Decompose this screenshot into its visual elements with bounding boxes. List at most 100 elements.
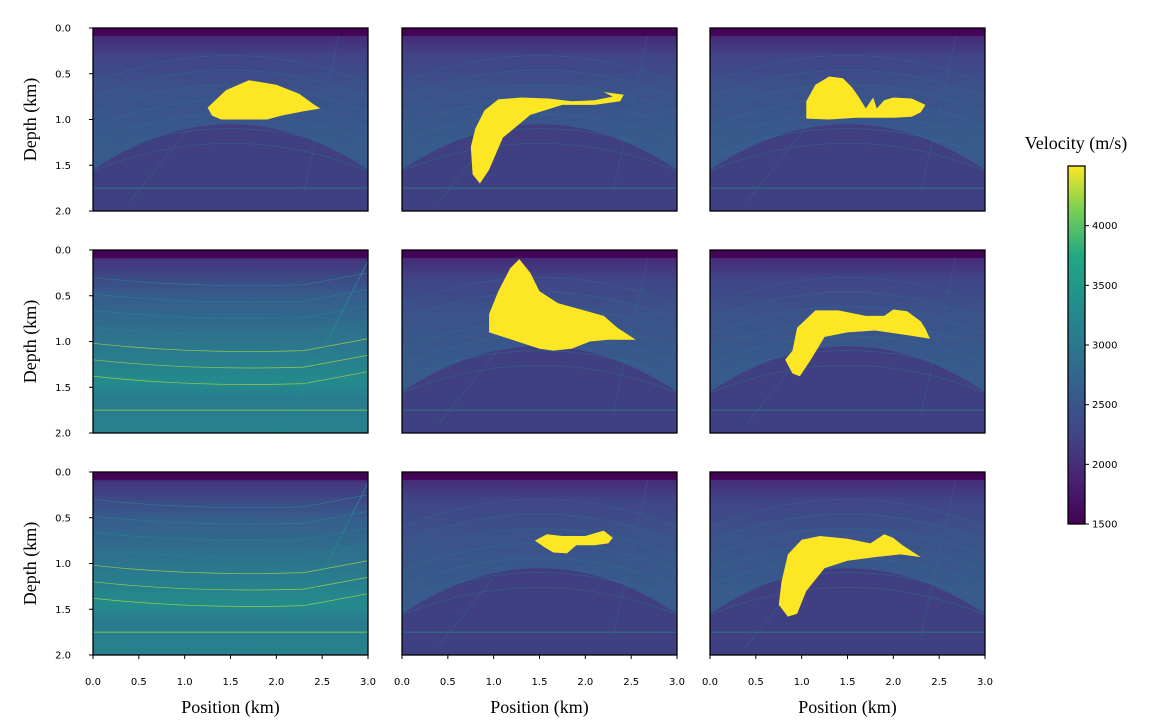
- layer-horizon: [710, 55, 985, 84]
- layer-horizon: [710, 69, 985, 98]
- y-tick-label: 1.0: [55, 337, 71, 348]
- colorbar-tick-label: 1500: [1092, 520, 1117, 531]
- fault-line: [303, 28, 341, 193]
- colorbar-gradient: [1067, 165, 1086, 525]
- salt-body: [778, 534, 921, 617]
- x-tick-label: 2.5: [931, 677, 947, 688]
- x-axis-label: Position (km): [798, 697, 897, 718]
- x-tick-label: 1.5: [223, 677, 239, 688]
- panel-r1-c1: [401, 249, 678, 434]
- layer-horizon: [402, 128, 677, 157]
- x-tick-label: 2.0: [577, 677, 593, 688]
- colorbar-title: Velocity (m/s): [1025, 133, 1127, 154]
- y-tick-label: 1.5: [55, 161, 71, 172]
- x-tick-label: 0.0: [85, 677, 101, 688]
- layer-horizon: [402, 113, 677, 142]
- water-layer: [710, 250, 985, 258]
- x-tick-label: 2.5: [314, 677, 330, 688]
- x-axis-label: Position (km): [490, 697, 589, 718]
- panel-r0-c2: [709, 27, 986, 212]
- sediment-dome: [710, 346, 985, 433]
- layer-horizon: [402, 557, 677, 586]
- salt-body: [470, 92, 624, 184]
- sediment-dome: [402, 124, 677, 211]
- layer-horizon: [93, 543, 368, 558]
- layer-horizon: [93, 128, 368, 157]
- x-tick-label: 0.0: [702, 677, 718, 688]
- layer-horizon: [402, 364, 677, 394]
- y-axis-label: Depth (km): [20, 78, 41, 161]
- y-tick-label: 0.5: [55, 291, 71, 302]
- layer-horizon: [93, 84, 368, 113]
- layer-horizon: [93, 593, 368, 607]
- x-axis-label: Position (km): [181, 697, 280, 718]
- x-tick-label: 3.0: [977, 677, 993, 688]
- y-tick-label: 0.0: [55, 468, 71, 479]
- velocity-field: [93, 250, 368, 433]
- x-tick-label: 0.0: [394, 677, 410, 688]
- y-tick-label: 2.0: [55, 207, 71, 218]
- y-tick-label: 1.5: [55, 605, 71, 616]
- salt-body: [489, 259, 636, 351]
- y-axis-label: Depth (km): [20, 300, 41, 383]
- layer-horizon: [93, 560, 368, 574]
- fault-line: [129, 110, 204, 203]
- sediment-dome: [402, 568, 677, 655]
- salt-body: [785, 309, 930, 377]
- fault-line: [920, 472, 958, 637]
- water-layer: [402, 28, 677, 36]
- layer-horizon: [93, 69, 368, 98]
- sediment-dome: [93, 124, 368, 211]
- layer-horizon: [402, 142, 677, 172]
- x-tick-label: 1.0: [794, 677, 810, 688]
- x-tick-label: 1.5: [532, 677, 548, 688]
- layer-horizon: [402, 55, 677, 84]
- colorbar: Velocity (m/s) 1500 2000 2500 3000 3500 4000: [1025, 133, 1127, 531]
- x-tick-label: 0.5: [440, 677, 456, 688]
- sediment-dome: [710, 124, 985, 211]
- fault-line: [612, 28, 650, 193]
- layer-horizon: [93, 494, 368, 509]
- layer-horizon: [402, 513, 677, 542]
- water-layer: [710, 472, 985, 480]
- layer-horizon: [710, 128, 985, 157]
- x-tick-label: 1.0: [486, 677, 502, 688]
- y-tick-label: 2.0: [55, 651, 71, 662]
- axes-frame: [709, 27, 986, 212]
- fault-line: [612, 472, 650, 637]
- layer-horizon: [93, 354, 368, 369]
- layer-horizon: [93, 55, 368, 84]
- fault-line: [438, 554, 513, 647]
- sediment-dome: [402, 346, 677, 433]
- layer-horizon: [710, 586, 985, 616]
- panel-r2-c1: 0.0 0.5 1.0 1.5 2.0 2.5 3.0: [394, 471, 685, 688]
- y-axis-label: Depth (km): [20, 522, 41, 605]
- fault-line: [280, 482, 368, 655]
- panels: 0.0 0.5 1.0 1.5 2.0 0.0 0.5 1.0 1.5 2.0 0.0 0.5 1.0 1…: [55, 24, 993, 689]
- x-tick-label: 0.5: [131, 677, 147, 688]
- y-tick-label: 0.0: [55, 246, 71, 257]
- y-tick-label: 1.0: [55, 115, 71, 126]
- y-tick-label: 0.5: [55, 69, 71, 80]
- axes-frame: [709, 249, 986, 434]
- salt-body: [806, 76, 926, 120]
- axes-frame: [401, 249, 678, 434]
- layer-horizon: [402, 84, 677, 113]
- water-layer: [402, 250, 677, 258]
- layer-horizon: [710, 364, 985, 394]
- layer-horizon: [402, 499, 677, 528]
- layer-horizon: [710, 572, 985, 601]
- layer-horizon: [402, 277, 677, 306]
- y-tick-label: 0.0: [55, 24, 71, 35]
- layer-horizon: [710, 291, 985, 320]
- panel-r2-c0: 0.0 0.5 1.0 1.5 2.0 0.0 0.5 1.0 1.5 2.0 2.5 3.0: [55, 468, 376, 689]
- layer-horizon: [402, 572, 677, 601]
- fault-line: [612, 250, 650, 415]
- panel-r1-c2: [709, 249, 986, 434]
- panel-r2-c2: 0.0 0.5 1.0 1.5 2.0 2.5 3.0: [702, 471, 993, 688]
- water-layer: [93, 250, 368, 258]
- layer-horizon: [402, 69, 677, 98]
- layer-horizon: [93, 511, 368, 525]
- water-layer: [93, 472, 368, 480]
- layer-horizon: [93, 321, 368, 336]
